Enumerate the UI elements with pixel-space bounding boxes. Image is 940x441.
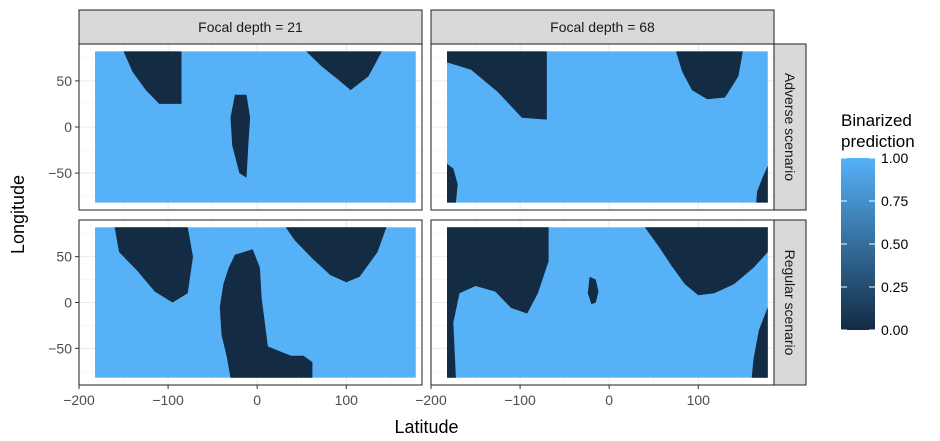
heat-region-value-0 (676, 51, 743, 100)
x-tick-label: −100 (504, 392, 536, 408)
legend-label: 0.75 (881, 193, 908, 209)
panel-adverse-depth21: −50 0 50 (48, 43, 423, 211)
x-tick-label: −200 (63, 392, 95, 408)
legend-title-line: prediction (841, 132, 915, 151)
legend-label: 0.00 (881, 322, 908, 338)
y-tick-label: 0 (64, 295, 72, 311)
facet-strip-column (430, 9, 775, 45)
heat-region-value-0 (756, 165, 768, 203)
heat-region-value-0 (447, 51, 547, 120)
y-tick-label: −50 (48, 165, 72, 181)
facet-strip-row-label: Regular scenario (782, 250, 798, 356)
facet-strip-row (773, 43, 807, 211)
legend-title-line: Binarized (841, 111, 912, 130)
facet-strip-row-label: Adverse scenario (782, 73, 798, 181)
y-tick-label: 50 (56, 73, 72, 89)
heat-region-value-0 (587, 276, 599, 305)
heat-region-value-0 (123, 51, 182, 104)
facet-strip-row (773, 219, 807, 386)
heat-region-value-0 (447, 227, 549, 378)
panel-regular-depth21: −50 0 50 −200 −100 0 100 (48, 219, 423, 408)
panel-regular-depth68: −200 −100 0 100 (415, 219, 775, 408)
y-tick-label: 50 (56, 249, 72, 265)
heat-region-value-0 (230, 94, 251, 178)
panel-adverse-depth68 (430, 43, 775, 211)
x-tick-label: 0 (605, 392, 613, 408)
heat-region-value-0 (447, 163, 458, 203)
y-tick-label: 0 (64, 119, 72, 135)
x-tick-label: −100 (152, 392, 184, 408)
legend-label: 1.00 (881, 150, 908, 166)
legend-label: 0.25 (881, 279, 908, 295)
x-tick-label: 100 (687, 392, 711, 408)
facet-strip-column-label: Focal depth = 21 (198, 19, 303, 35)
y-axis-title: Longitude (8, 175, 28, 254)
y-tick-label: −50 (48, 340, 72, 356)
heat-region-value-0 (751, 307, 768, 378)
x-tick-label: 100 (335, 392, 359, 408)
legend-label: 0.50 (881, 236, 908, 252)
heat-region-value-0 (644, 227, 768, 296)
heat-region-value-0 (285, 227, 387, 283)
x-axis-title: Latitude (394, 417, 458, 437)
facet-strip-column-label: Focal depth = 68 (550, 19, 655, 35)
heat-region-value-0 (114, 227, 193, 303)
x-tick-label: −200 (415, 392, 447, 408)
facet-strip-column (78, 9, 423, 45)
heat-region-value-0 (306, 51, 382, 91)
x-tick-label: 0 (253, 392, 261, 408)
heat-region-value-0 (219, 249, 313, 378)
